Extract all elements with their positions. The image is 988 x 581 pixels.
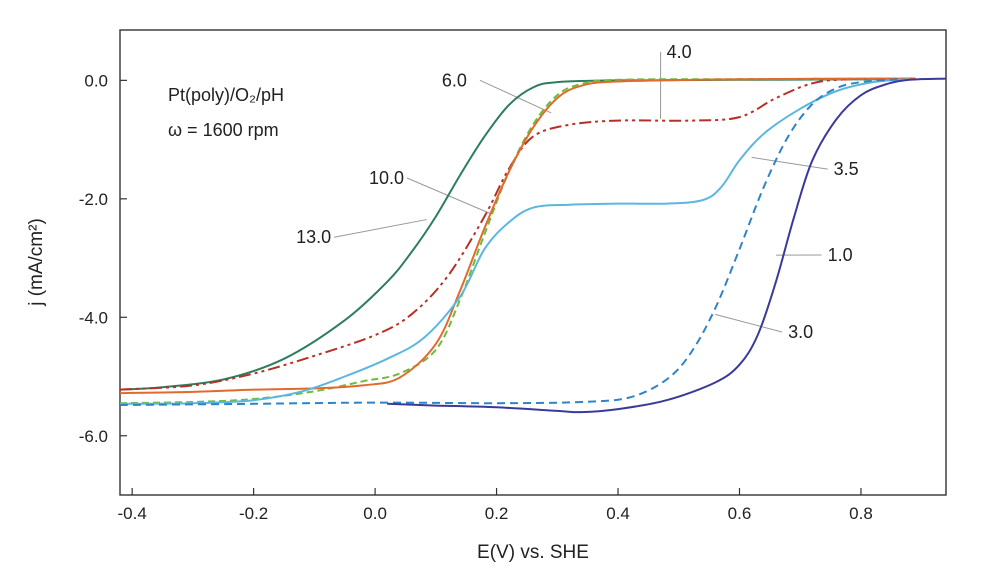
y-axis-title: j (mA/cm²) (26, 218, 47, 307)
series-lines (119, 77, 947, 414)
series-leader-3-5 (751, 156, 828, 170)
x-tick-label: 0.8 (849, 504, 873, 523)
series-leader-6-0 (479, 79, 552, 114)
x-tick-label: 0.6 (728, 504, 752, 523)
series-line-1-0 (387, 77, 947, 414)
series-line-6-0 (119, 77, 916, 405)
y-tick-label: -2.0 (79, 190, 108, 209)
x-axis-title: E(V) vs. SHE (477, 542, 589, 563)
y-tick-label: -6.0 (79, 427, 108, 446)
series-leader-lines (334, 51, 828, 333)
series-leader-13-0 (334, 219, 427, 238)
x-tick-label: 0.2 (485, 504, 509, 523)
series-label-3-5: 3.5 (834, 159, 859, 179)
series-label-13-0: 13.0 (296, 227, 331, 247)
series-line-10-0 (119, 77, 916, 391)
series-line-3-0 (119, 78, 898, 406)
x-tick-label: 0.4 (606, 504, 630, 523)
series-label-1-0: 1.0 (828, 245, 853, 265)
series-leader-3-0 (715, 313, 783, 333)
annotation-line-1: Pt(poly)/O₂/pH (168, 85, 284, 105)
annotation-line-2: ω = 1600 rpm (168, 120, 279, 140)
x-tick-label: -0.2 (239, 504, 268, 523)
series-label-3-0: 3.0 (788, 322, 813, 342)
x-tick-label: 0.0 (363, 504, 387, 523)
y-tick-label: 0.0 (84, 71, 108, 90)
y-axis-ticks: 0.0 -2.0 -4.0 -6.0 (79, 71, 127, 446)
series-label-6-0: 6.0 (442, 70, 467, 90)
y-tick-label: -4.0 (79, 308, 108, 327)
plot-frame (119, 29, 947, 496)
series-labels: 13.0 10.0 6.0 4.0 3.5 3.0 1.0 (296, 42, 859, 342)
series-label-10-0: 10.0 (369, 168, 404, 188)
x-axis-ticks: -0.4 -0.2 0.0 0.2 0.4 0.6 0.8 (117, 488, 873, 523)
x-tick-label: -0.4 (117, 504, 146, 523)
series-line-4-0 (119, 77, 916, 395)
series-label-4-0: 4.0 (667, 42, 692, 62)
series-line-3-5 (119, 78, 910, 405)
